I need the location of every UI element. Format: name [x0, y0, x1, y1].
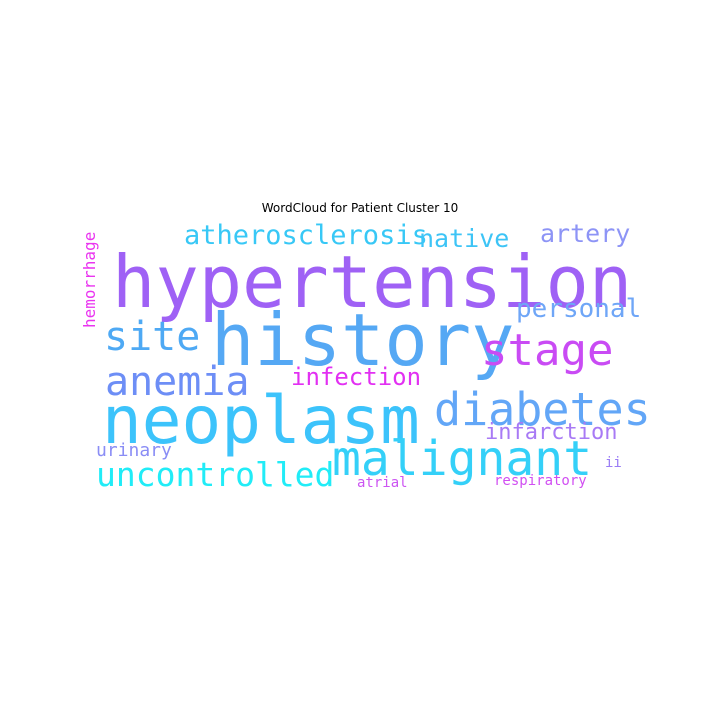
word-hypertension: hypertension: [112, 240, 633, 324]
word-respiratory: respiratory: [494, 473, 587, 489]
word-infarction: infarction: [485, 420, 618, 445]
word-diabetes: diabetes: [434, 383, 651, 436]
word-urinary: urinary: [96, 440, 172, 461]
word-site: site: [104, 314, 201, 360]
word-anemia: anemia: [105, 359, 250, 405]
word-ii: ii: [605, 455, 622, 471]
word-neoplasm: neoplasm: [102, 382, 420, 459]
word-native: native: [419, 224, 510, 253]
word-history: history: [211, 298, 515, 382]
word-uncontrolled: uncontrolled: [96, 455, 335, 494]
figure-title: WordCloud for Patient Cluster 10: [261, 201, 459, 215]
word-hemorrhage: hemorrhage: [80, 231, 99, 328]
word-cloud: hypertension history neoplasm malignant …: [80, 220, 655, 508]
word-infection: infection: [291, 363, 422, 391]
word-atrial: atrial: [357, 475, 408, 491]
word-artery: artery: [540, 219, 631, 248]
word-stage: stage: [481, 325, 614, 376]
word-atherosclerosis: atherosclerosis: [184, 220, 428, 251]
word-personal: personal: [516, 294, 642, 324]
word-malignant: malignant: [332, 431, 593, 487]
